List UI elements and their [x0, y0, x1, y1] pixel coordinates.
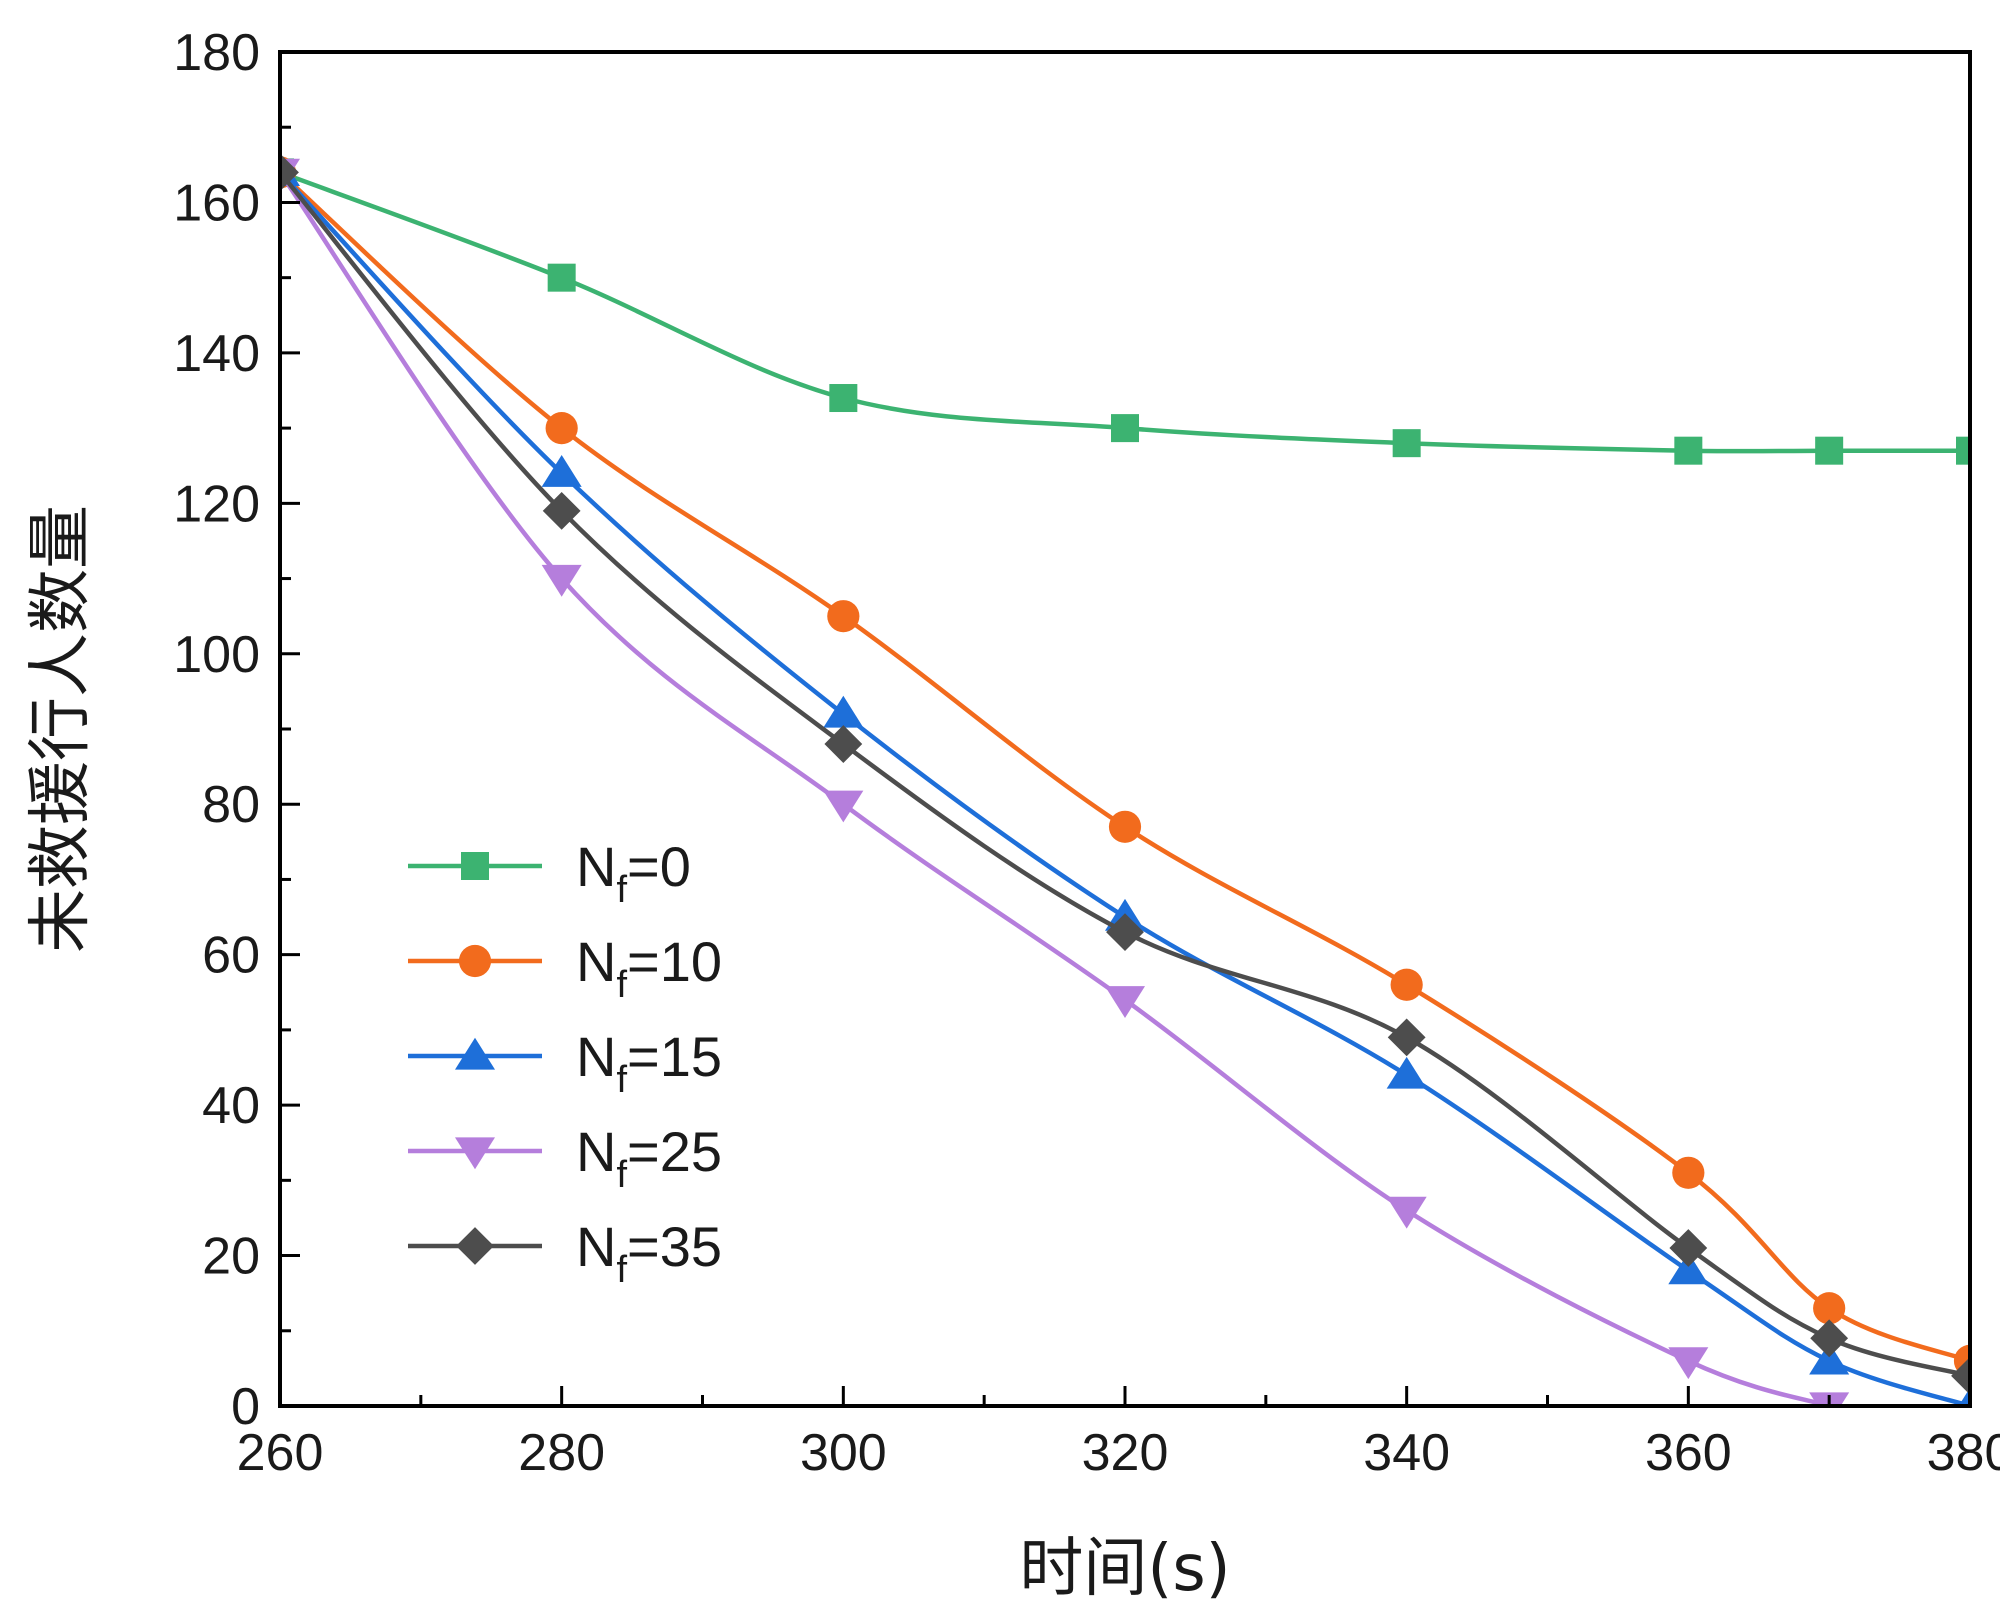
legend-marker-N_f=10: [458, 944, 492, 978]
data-point-N_f=0-300: [829, 384, 858, 413]
series-line-N_f=25: [280, 171, 1830, 1406]
legend-marker-N_f=0: [461, 852, 489, 880]
legend-label-N_f=0: Nf=0: [576, 835, 691, 911]
data-point-N_f=15-280: [541, 455, 582, 487]
data-point-N_f=0-280: [547, 263, 576, 292]
legend-label-subscript: f: [616, 1059, 627, 1101]
data-point-N_f=10-340: [1390, 968, 1423, 1001]
data-point-N_f=35-320: [1106, 913, 1144, 951]
data-point-N_f=10-280: [545, 412, 578, 445]
y-axis-title: 未救援行人数量: [24, 505, 98, 953]
y-tick-label-120: 120: [173, 475, 260, 533]
data-point-N_f=0-370: [1815, 436, 1844, 465]
series-N_f=0: [280, 158, 1970, 465]
data-point-N_f=25-320: [1104, 986, 1146, 1018]
data-point-N_f=0-340: [1392, 429, 1421, 458]
data-point-N_f=25-360: [1668, 1347, 1709, 1380]
legend-marker-N_f=35: [456, 1227, 494, 1265]
data-point-N_f=15-340: [1386, 1056, 1427, 1089]
data-point-N_f=35-260: [280, 153, 299, 192]
series-layer: [280, 153, 1970, 1406]
data-point-N_f=25-340: [1386, 1196, 1427, 1229]
legend-label-base: N: [576, 1215, 616, 1278]
legend-label-N_f=25: Nf=25: [576, 1120, 722, 1196]
legend-label-subscript: f: [616, 1154, 627, 1196]
legend-marker-N_f=25: [454, 1137, 496, 1170]
legend-item-N_f=35: Nf=35: [408, 1215, 722, 1291]
y-tick-label-160: 160: [173, 174, 260, 232]
data-point-N_f=25-300: [823, 790, 864, 823]
y-tick-label-0: 0: [231, 1378, 260, 1436]
x-tick-label-380: 380: [1927, 1424, 2000, 1482]
legend-label-value: =15: [627, 1025, 722, 1088]
x-axis-title: 时间(s): [1019, 1532, 1230, 1606]
data-point-N_f=15-360: [1668, 1252, 1709, 1285]
legend-label-subscript: f: [616, 964, 627, 1006]
data-point-N_f=0-320: [1111, 414, 1139, 443]
data-point-N_f=15-380: [1958, 1387, 1970, 1406]
x-tick-label-360: 360: [1645, 1424, 1732, 1482]
legend-label-N_f=10: Nf=10: [576, 930, 722, 1006]
legend-label-value: =25: [627, 1120, 722, 1183]
legend-item-N_f=10: Nf=10: [408, 930, 722, 1006]
data-point-N_f=35-370: [1810, 1319, 1849, 1358]
x-tick-label-280: 280: [518, 1424, 605, 1482]
y-tick-label-180: 180: [173, 24, 260, 82]
data-point-N_f=35-280: [542, 491, 581, 530]
x-tick-label-340: 340: [1363, 1424, 1450, 1482]
data-point-N_f=15-300: [823, 695, 864, 728]
data-point-N_f=0-380: [1956, 436, 1970, 465]
data-point-N_f=10-300: [827, 600, 860, 633]
y-tick-label-80: 80: [202, 776, 260, 834]
legend-label-N_f=35: Nf=35: [576, 1215, 722, 1291]
legend-label-base: N: [576, 1120, 616, 1183]
y-tick-label-60: 60: [202, 927, 260, 985]
data-point-N_f=35-380: [1951, 1357, 1970, 1395]
legend-item-N_f=0: Nf=0: [408, 835, 691, 911]
legend-item-N_f=15: Nf=15: [408, 1025, 722, 1101]
data-point-N_f=0-360: [1674, 436, 1703, 465]
data-point-N_f=10-320: [1108, 810, 1142, 843]
legend-label-base: N: [576, 930, 616, 993]
x-tick-label-320: 320: [1082, 1424, 1169, 1482]
data-point-N_f=15-370: [1809, 1342, 1850, 1375]
data-point-N_f=25-280: [541, 564, 582, 597]
data-point-N_f=35-360: [1669, 1229, 1708, 1267]
data-point-N_f=35-340: [1387, 1018, 1426, 1057]
legend-label-value: =10: [627, 930, 722, 993]
x-tick-label-260: 260: [237, 1424, 324, 1482]
legend-item-N_f=25: Nf=25: [408, 1120, 722, 1196]
legend-label-subscript: f: [616, 869, 627, 911]
legend-label-base: N: [576, 1025, 616, 1088]
legend-label-subscript: f: [616, 1249, 627, 1291]
data-point-N_f=10-360: [1672, 1156, 1705, 1189]
series-N_f=35: [280, 153, 1970, 1395]
y-tick-label-100: 100: [173, 626, 260, 684]
x-tick-label-300: 300: [800, 1424, 887, 1482]
legend-label-value: =0: [627, 835, 691, 898]
data-point-N_f=35-300: [824, 725, 863, 763]
series-N_f=25: [280, 158, 1850, 1406]
y-tick-label-20: 20: [202, 1228, 260, 1286]
legend-marker-N_f=15: [454, 1037, 496, 1070]
data-point-N_f=10-370: [1813, 1292, 1846, 1325]
axes-layer: 260 280 300 320 340 360 380 0 20 40 60 80 100 120 140 1…: [173, 24, 2000, 1482]
y-tick-label-140: 140: [173, 325, 260, 383]
y-tick-label-40: 40: [202, 1077, 260, 1135]
legend-label-value: =35: [627, 1215, 722, 1278]
legend-label-base: N: [576, 835, 616, 898]
legend-label-N_f=15: Nf=15: [576, 1025, 722, 1101]
